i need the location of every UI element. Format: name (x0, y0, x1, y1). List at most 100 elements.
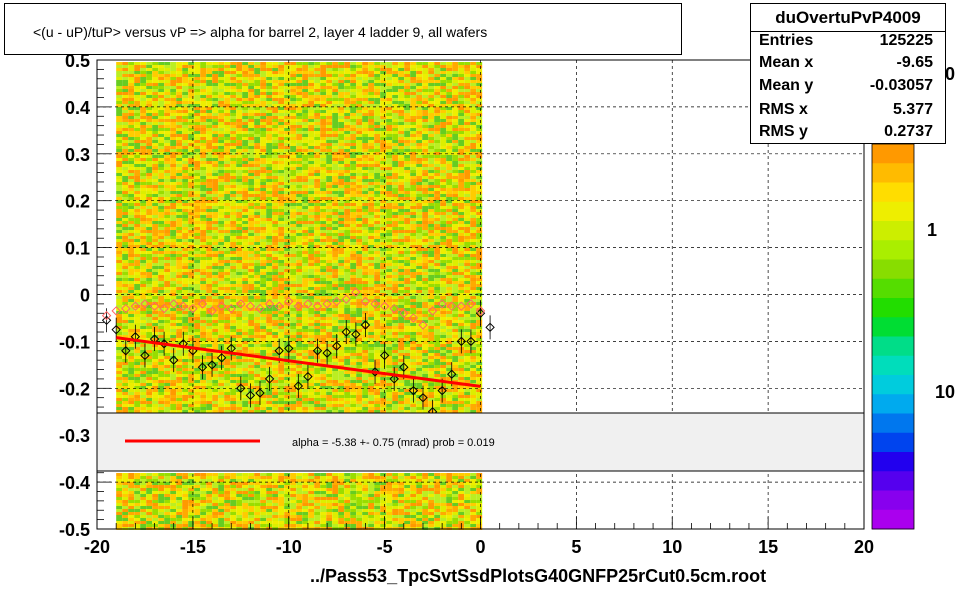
heat-cell (230, 164, 237, 167)
heat-cell (434, 248, 441, 251)
heat-cell (422, 269, 429, 272)
heat-cell (158, 134, 165, 137)
heat-cell (470, 275, 477, 278)
heat-cell (452, 92, 459, 95)
heat-cell (164, 122, 171, 125)
heat-cell (188, 179, 195, 182)
heat-cell (428, 218, 435, 221)
heat-cell (122, 269, 129, 272)
heat-cell (428, 89, 435, 92)
heat-cell (278, 167, 285, 170)
heat-cell (290, 221, 297, 224)
heat-cell (470, 242, 477, 245)
heat-cell (176, 80, 183, 83)
heat-cell (428, 293, 435, 296)
heat-cell (254, 218, 261, 221)
heat-cell (272, 137, 279, 140)
heat-cell (386, 89, 393, 92)
heat-cell (158, 293, 165, 296)
heat-cell (284, 122, 291, 125)
heat-cell (284, 299, 291, 302)
heat-cell (362, 161, 369, 164)
heat-cell (464, 224, 471, 227)
heat-cell (290, 158, 297, 161)
heat-cell (176, 113, 183, 116)
heat-cell (212, 86, 219, 89)
heat-cell (266, 272, 273, 275)
heat-cell (254, 149, 261, 152)
heat-cell (296, 290, 303, 293)
heat-cell (350, 302, 357, 305)
heat-cell (134, 62, 141, 65)
heat-cell (218, 101, 225, 104)
heat-cell (338, 293, 345, 296)
heat-cell (464, 275, 471, 278)
heat-cell (356, 128, 363, 131)
heat-cell (350, 110, 357, 113)
heat-cell (350, 74, 357, 77)
heat-cell (146, 218, 153, 221)
heat-cell (428, 224, 435, 227)
heat-cell (176, 119, 183, 122)
heat-cell (296, 173, 303, 176)
heat-cell (380, 257, 387, 260)
heat-cell (428, 206, 435, 209)
heat-cell (344, 203, 351, 206)
heat-cell (398, 275, 405, 278)
heat-cell (206, 305, 213, 308)
heat-cell (446, 227, 453, 230)
heat-cell (344, 122, 351, 125)
heat-cell (254, 278, 261, 281)
heat-cell (278, 98, 285, 101)
heat-cell (134, 284, 141, 287)
heat-cell (206, 104, 213, 107)
heat-cell (230, 98, 237, 101)
heat-cell (212, 269, 219, 272)
heat-cell (134, 293, 141, 296)
heat-cell (194, 248, 201, 251)
heat-cell (272, 290, 279, 293)
heat-cell (302, 128, 309, 131)
heat-cell (176, 83, 183, 86)
heat-cell (422, 194, 429, 197)
heat-cell (272, 98, 279, 101)
heat-cell (266, 107, 273, 110)
heat-cell (332, 281, 339, 284)
heat-cell (224, 257, 231, 260)
heat-cell (386, 239, 393, 242)
heat-cell (140, 131, 147, 134)
heat-cell (308, 260, 315, 263)
heat-cell (260, 140, 267, 143)
heat-cell (356, 158, 363, 161)
heat-cell (476, 281, 483, 284)
heat-cell (470, 170, 477, 173)
heat-cell (158, 71, 165, 74)
heat-cell (386, 224, 393, 227)
heat-cell (464, 212, 471, 215)
heat-cell (122, 293, 129, 296)
heat-cell (164, 110, 171, 113)
heat-cell (206, 215, 213, 218)
heat-cell (200, 302, 207, 305)
heat-cell (416, 215, 423, 218)
heat-cell (314, 194, 321, 197)
heat-cell (182, 200, 189, 203)
heat-cell (230, 263, 237, 266)
heat-cell (296, 284, 303, 287)
heat-cell (344, 185, 351, 188)
heat-cell (224, 221, 231, 224)
heat-cell (176, 98, 183, 101)
heat-cell (362, 299, 369, 302)
heat-cell (434, 203, 441, 206)
heat-cell (254, 176, 261, 179)
heat-cell (428, 182, 435, 185)
heat-cell (182, 230, 189, 233)
heat-cell (332, 263, 339, 266)
heat-cell (284, 236, 291, 239)
heat-cell (356, 302, 363, 305)
heat-cell (446, 149, 453, 152)
heat-cell (230, 185, 237, 188)
heat-cell (242, 284, 249, 287)
heat-cell (200, 161, 207, 164)
heat-cell (356, 200, 363, 203)
